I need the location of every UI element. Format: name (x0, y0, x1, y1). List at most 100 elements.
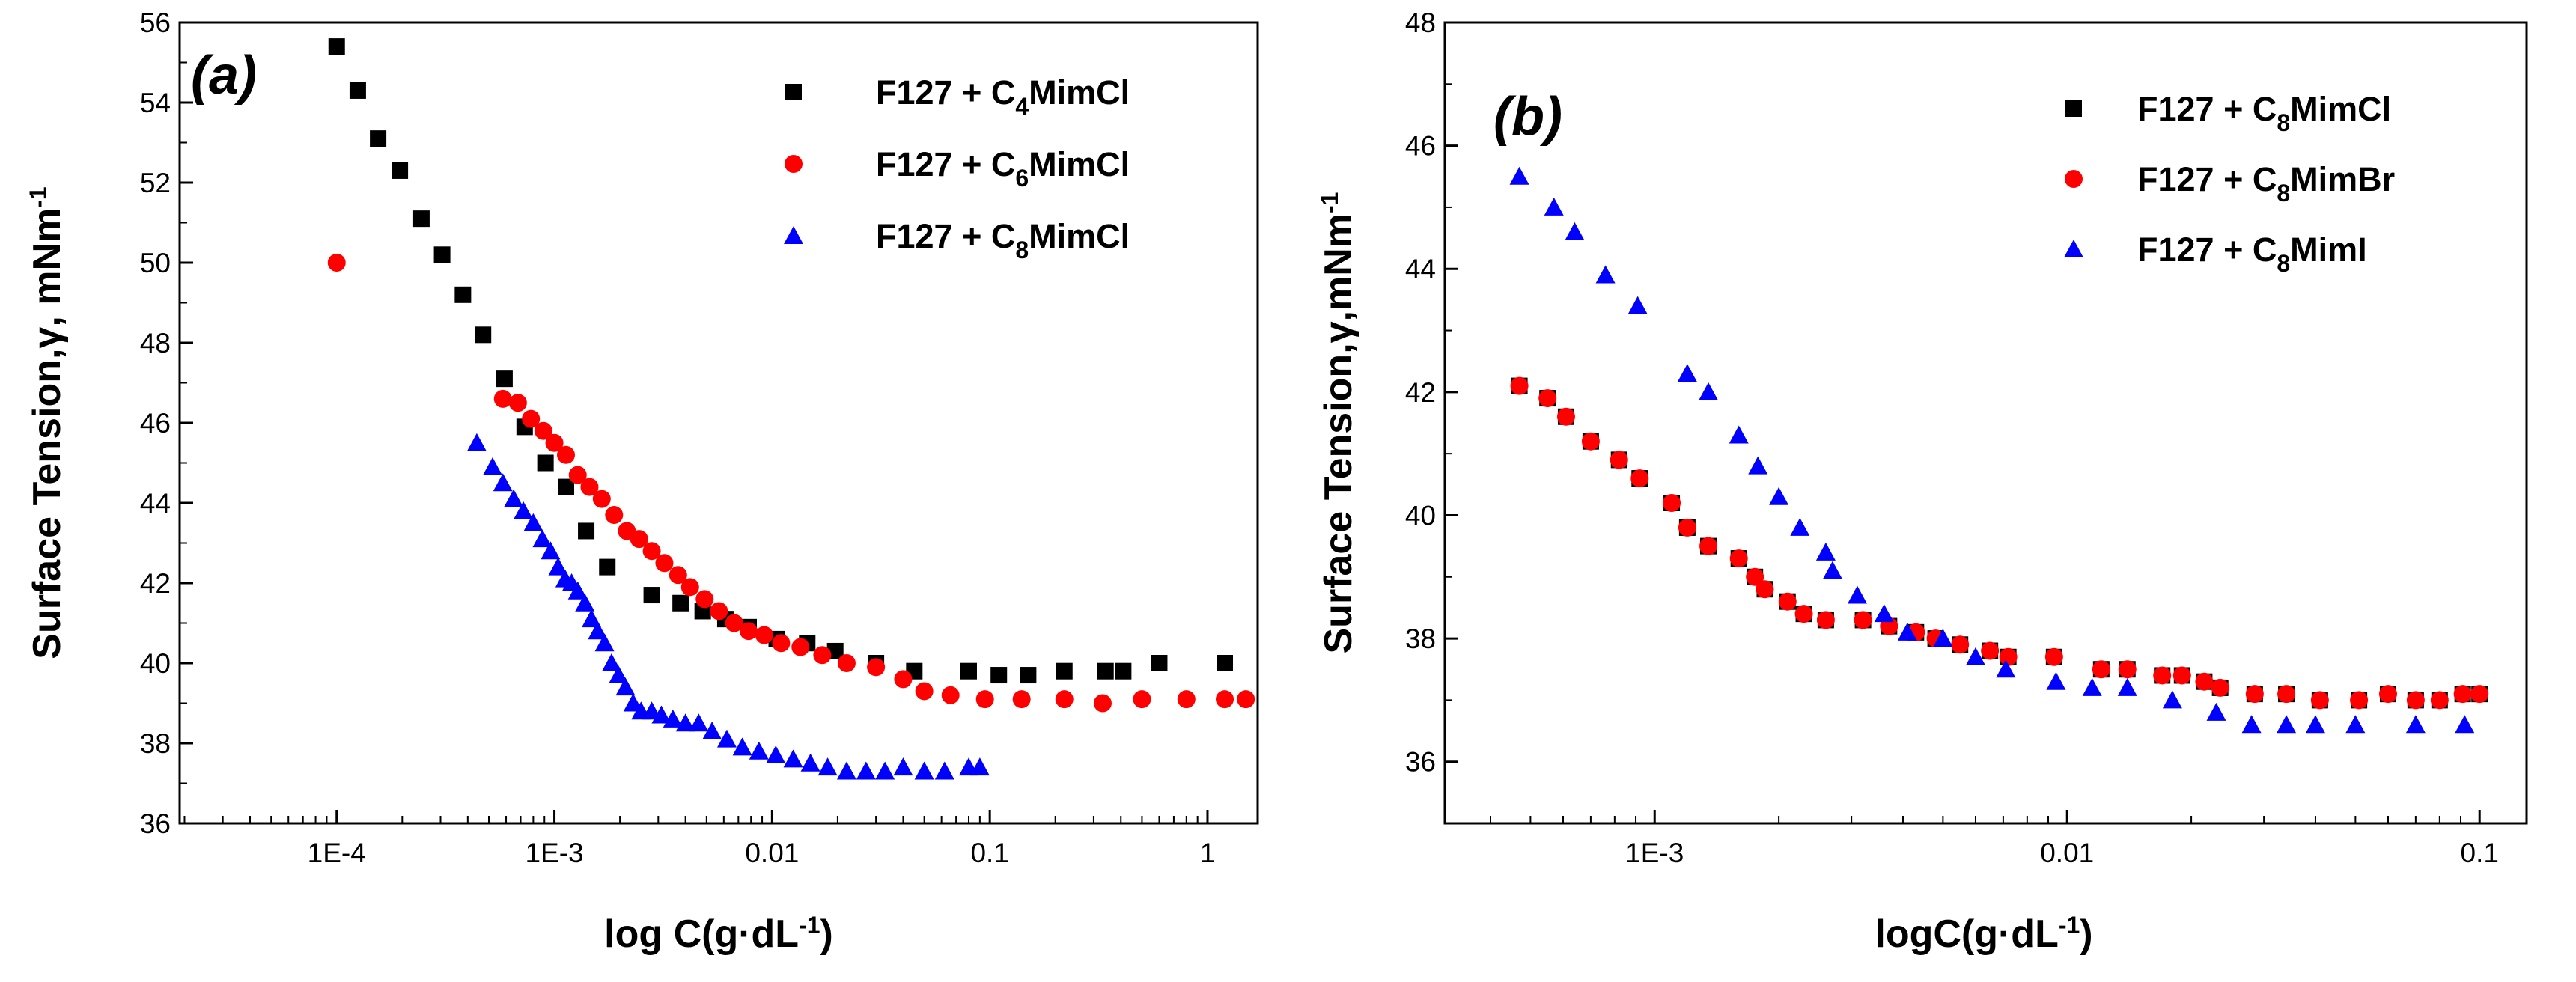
series-circle (327, 254, 1255, 713)
plot-frame (1443, 21, 2528, 825)
data-point (2305, 715, 2325, 734)
data-point (894, 670, 913, 689)
y-tick-label: 38 (140, 728, 171, 759)
data-point (575, 593, 595, 612)
data-point (1748, 456, 1768, 475)
data-point (1794, 605, 1813, 623)
data-point (327, 254, 346, 272)
data-point (791, 638, 810, 656)
data-point (630, 530, 648, 549)
data-point (514, 501, 534, 519)
data-point (2118, 660, 2137, 679)
data-point (837, 654, 856, 672)
data-point (1663, 494, 1681, 512)
legend-label: F127 + C8MimBr (2137, 160, 2395, 207)
data-point (960, 662, 977, 680)
data-point (556, 445, 575, 464)
y-tick-label: 44 (1405, 254, 1436, 284)
y-tick-label: 44 (140, 488, 171, 519)
chart-panel-b: 36 38 40 42 44 46 48 1E-3 0.01 0.1 logC(g·dL-1) Sur… (1316, 7, 2528, 956)
data-point (689, 713, 709, 732)
data-point (836, 761, 856, 780)
data-point (1565, 222, 1585, 240)
data-point (475, 326, 492, 344)
y-tick-label: 54 (140, 88, 171, 118)
legend-label: F127 + C4MimCl (876, 73, 1130, 120)
data-point (1816, 611, 1835, 629)
data-point (1933, 629, 1953, 647)
data-point (1556, 407, 1575, 426)
y-tick-label: 42 (1405, 377, 1436, 408)
x-tick-label: 1E-3 (1625, 838, 1684, 868)
data-point (1510, 376, 1529, 395)
data-point (643, 587, 660, 604)
data-point (504, 489, 524, 507)
data-point (582, 609, 602, 628)
data-point (1544, 197, 1564, 216)
data-point (800, 753, 820, 772)
data-point (2430, 691, 2449, 710)
data-point (1981, 641, 2000, 660)
data-point (623, 693, 643, 712)
data-point (567, 581, 588, 600)
data-point (2195, 672, 2214, 691)
legend-marker (2065, 100, 2082, 117)
data-point (2206, 702, 2226, 721)
data-point (642, 542, 661, 561)
data-point (2172, 666, 2191, 685)
data-point (496, 370, 513, 388)
data-point (1012, 690, 1031, 709)
data-point (766, 745, 786, 764)
data-point (1996, 659, 2016, 678)
data-point (557, 478, 574, 495)
data-point (522, 409, 541, 428)
data-point (532, 529, 552, 548)
data-point (772, 634, 791, 653)
x-tick-label: 0.01 (2040, 838, 2094, 868)
data-point (493, 473, 513, 492)
data-point (1729, 549, 1748, 568)
data-point (1237, 690, 1255, 709)
data-point (1056, 662, 1073, 680)
data-point (672, 594, 689, 612)
x-axis-label: log C(g·dL-1) (604, 912, 833, 956)
data-point (783, 749, 803, 768)
y-tick-label: 56 (140, 7, 171, 38)
data-point (651, 705, 672, 724)
data-point (588, 621, 608, 640)
data-point (663, 709, 683, 728)
data-point (412, 210, 430, 228)
x-tick-label: 1E-4 (308, 838, 366, 868)
data-point (680, 578, 699, 597)
y-tick-label: 46 (140, 408, 171, 439)
data-point (934, 761, 954, 780)
data-point (1177, 690, 1196, 709)
y-tick-label: 48 (140, 328, 171, 359)
data-point (1677, 364, 1697, 382)
data-point (523, 513, 543, 531)
data-point (1854, 611, 1872, 629)
legend-marker (785, 84, 802, 100)
data-point (1897, 622, 1917, 641)
data-point (856, 761, 876, 780)
data-point (605, 506, 624, 525)
y-axis-label: Surface Tension,γ, mNm-1 (25, 186, 69, 659)
data-point (1595, 265, 1616, 284)
data-point (710, 602, 728, 620)
data-point (1746, 567, 1764, 586)
data-point (702, 721, 722, 739)
data-point (599, 558, 616, 576)
x-tick-label: 0.1 (970, 838, 1008, 868)
data-point (578, 522, 595, 540)
data-point (655, 554, 674, 573)
data-point (813, 646, 832, 665)
data-point (615, 677, 636, 696)
data-point (454, 286, 472, 303)
data-point (482, 457, 502, 475)
data-point (493, 389, 512, 408)
data-point (1769, 487, 1789, 505)
data-point (548, 557, 568, 576)
series-triangle (1509, 166, 2475, 734)
data-point (1610, 451, 1628, 469)
data-point (1699, 537, 1718, 555)
